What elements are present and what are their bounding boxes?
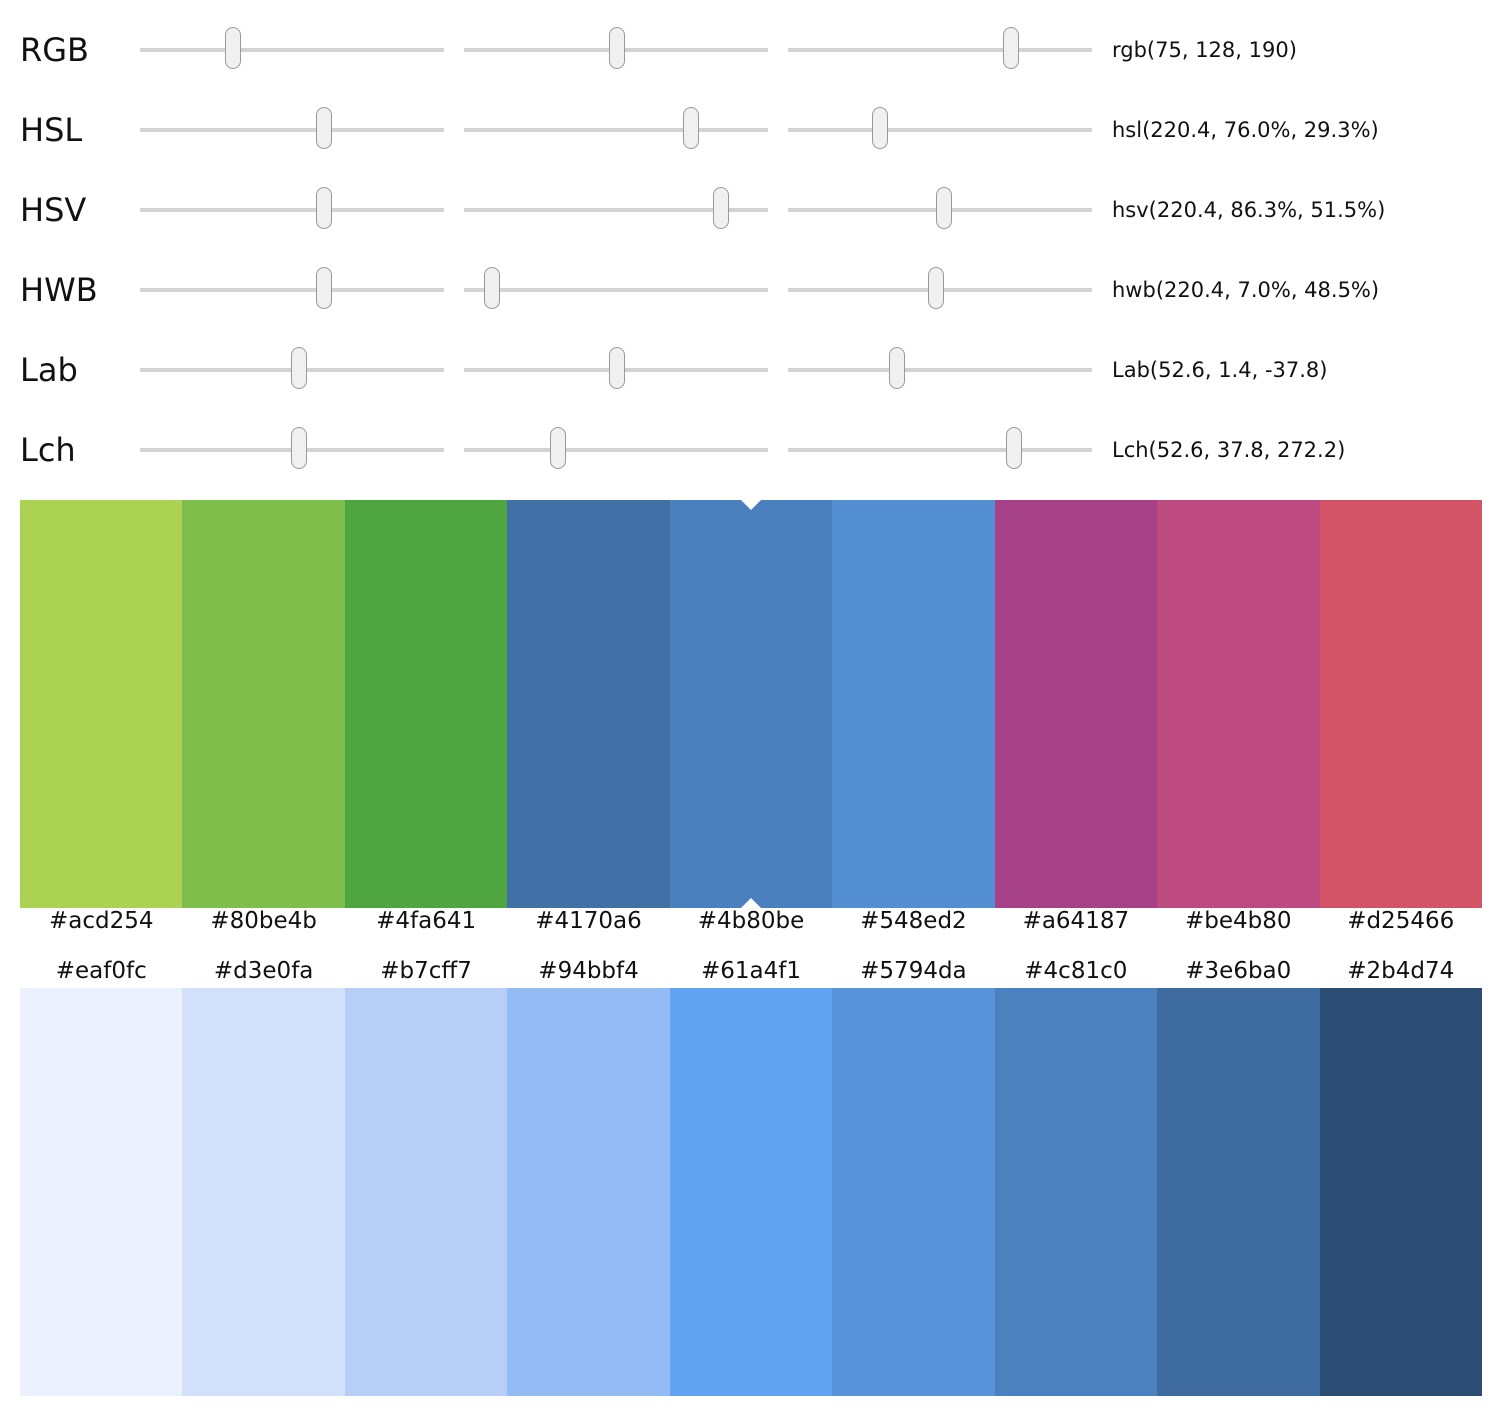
- model-label: Lab: [20, 351, 78, 389]
- slider-thumb[interactable]: [609, 347, 626, 389]
- hex-label: #be4b80: [1185, 908, 1292, 934]
- channel-slider-2[interactable]: [464, 187, 768, 229]
- slider-thumb[interactable]: [936, 187, 953, 229]
- selected-marker-bottom: [741, 898, 761, 908]
- slider-thumb[interactable]: [927, 267, 944, 309]
- channel-slider-3[interactable]: [788, 427, 1092, 469]
- channel-slider-2[interactable]: [464, 427, 768, 469]
- hex-label: #d3e0fa: [213, 958, 314, 984]
- slider-thumb[interactable]: [549, 427, 566, 469]
- color-swatch[interactable]: [994, 500, 1158, 908]
- hex-label: #4170a6: [535, 908, 642, 934]
- channel-slider-1[interactable]: [140, 187, 444, 229]
- channel-slider-1[interactable]: [140, 347, 444, 389]
- channel-slider-1[interactable]: [140, 267, 444, 309]
- slider-thumb[interactable]: [291, 347, 308, 389]
- channel-slider-1[interactable]: [140, 107, 444, 149]
- color-swatch[interactable]: [182, 500, 345, 908]
- channel-slider-2[interactable]: [464, 27, 768, 69]
- channel-slider-3[interactable]: [788, 107, 1092, 149]
- color-swatch[interactable]: [669, 500, 833, 908]
- model-value: rgb(75, 128, 190): [1112, 38, 1297, 62]
- model-label: HWB: [20, 271, 98, 309]
- color-swatch[interactable]: [832, 988, 995, 1396]
- hex-label: #94bbf4: [538, 958, 639, 984]
- channel-slider-3[interactable]: [788, 267, 1092, 309]
- channel-slider-2[interactable]: [464, 267, 768, 309]
- color-model-row-lch: Lch Lch(52.6, 37.8, 272.2): [0, 410, 1501, 490]
- model-value: hwb(220.4, 7.0%, 48.5%): [1112, 278, 1380, 302]
- color-swatch[interactable]: [669, 988, 833, 1396]
- channel-slider-3[interactable]: [788, 187, 1092, 229]
- hex-label: #a64187: [1022, 908, 1130, 934]
- model-value: hsv(220.4, 86.3%, 51.5%): [1112, 198, 1386, 222]
- model-value: hsl(220.4, 76.0%, 29.3%): [1112, 118, 1379, 142]
- slider-thumb[interactable]: [712, 187, 729, 229]
- hex-label: #2b4d74: [1347, 958, 1455, 984]
- color-model-row-rgb: RGB rgb(75, 128, 190): [0, 10, 1501, 90]
- hex-label: #d25466: [1347, 908, 1455, 934]
- model-value: Lab(52.6, 1.4, -37.8): [1112, 358, 1328, 382]
- model-label: RGB: [20, 31, 89, 69]
- model-label: Lch: [20, 431, 76, 469]
- color-swatch[interactable]: [994, 988, 1158, 1396]
- color-swatch[interactable]: [344, 988, 508, 1396]
- shade-palette: [20, 988, 1482, 1396]
- color-model-row-hwb: HWB hwb(220.4, 7.0%, 48.5%): [0, 250, 1501, 330]
- color-swatch[interactable]: [20, 988, 183, 1396]
- slider-thumb[interactable]: [316, 187, 333, 229]
- slider-thumb[interactable]: [224, 27, 241, 69]
- channel-slider-2[interactable]: [464, 107, 768, 149]
- color-model-row-lab: Lab Lab(52.6, 1.4, -37.8): [0, 330, 1501, 410]
- model-label: HSL: [20, 111, 83, 149]
- channel-slider-3[interactable]: [788, 347, 1092, 389]
- hex-label: #80be4b: [210, 908, 317, 934]
- hex-label: #eaf0fc: [55, 958, 147, 984]
- hex-label: #b7cff7: [380, 958, 472, 984]
- color-swatch[interactable]: [507, 500, 670, 908]
- channel-slider-2[interactable]: [464, 347, 768, 389]
- color-swatch[interactable]: [1157, 988, 1320, 1396]
- slider-thumb[interactable]: [889, 347, 906, 389]
- slider-thumb[interactable]: [316, 267, 333, 309]
- color-swatch[interactable]: [1319, 988, 1482, 1396]
- slider-thumb[interactable]: [1005, 427, 1022, 469]
- color-swatch[interactable]: [1319, 500, 1482, 908]
- hex-label: #61a4f1: [700, 958, 801, 984]
- harmony-hex-labels: #acd254 #80be4b #4fa641 #4170a6 #4b80be #548e…: [20, 908, 1482, 934]
- slider-thumb[interactable]: [316, 107, 333, 149]
- harmony-palette: [20, 500, 1482, 908]
- hex-label: #4b80be: [697, 908, 805, 934]
- color-model-row-hsl: HSL hsl(220.4, 76.0%, 29.3%): [0, 90, 1501, 170]
- hex-label: #548ed2: [860, 908, 967, 934]
- slider-thumb[interactable]: [291, 427, 308, 469]
- color-model-row-hsv: HSV hsv(220.4, 86.3%, 51.5%): [0, 170, 1501, 250]
- color-swatch[interactable]: [20, 500, 183, 908]
- color-swatch[interactable]: [507, 988, 670, 1396]
- channel-slider-1[interactable]: [140, 427, 444, 469]
- slider-thumb[interactable]: [484, 267, 501, 309]
- model-label: HSV: [20, 191, 87, 229]
- slider-thumb[interactable]: [872, 107, 889, 149]
- slider-thumb[interactable]: [682, 107, 699, 149]
- hex-label: #5794da: [860, 958, 967, 984]
- selected-marker-top: [741, 500, 761, 510]
- hex-label: #acd254: [48, 908, 154, 934]
- color-swatch[interactable]: [832, 500, 995, 908]
- channel-slider-3[interactable]: [788, 27, 1092, 69]
- hex-label: #3e6ba0: [1185, 958, 1292, 984]
- hex-label: #4c81c0: [1024, 958, 1128, 984]
- model-value: Lch(52.6, 37.8, 272.2): [1112, 438, 1346, 462]
- slider-thumb[interactable]: [608, 27, 625, 69]
- color-swatch[interactable]: [344, 500, 508, 908]
- color-swatch[interactable]: [182, 988, 345, 1396]
- channel-slider-1[interactable]: [140, 27, 444, 69]
- color-swatch[interactable]: [1157, 500, 1320, 908]
- hex-label: #4fa641: [376, 908, 477, 934]
- shade-hex-labels: #eaf0fc #d3e0fa #b7cff7 #94bbf4 #61a4f1 #5794…: [20, 958, 1482, 984]
- slider-thumb[interactable]: [1002, 27, 1019, 69]
